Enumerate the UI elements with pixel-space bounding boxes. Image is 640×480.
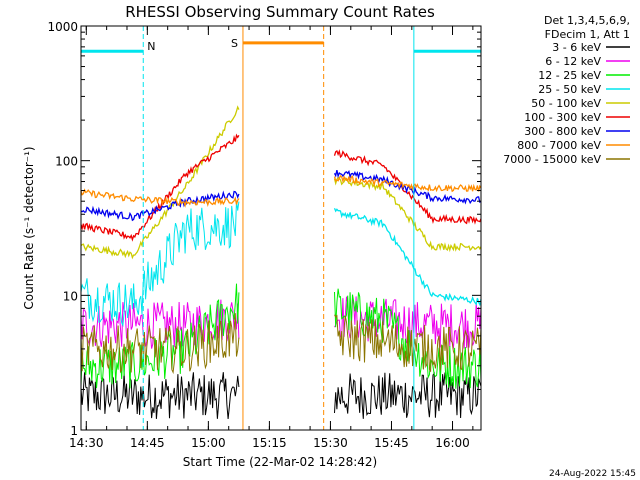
x-tick-label: 14:30 — [69, 436, 104, 450]
legend-entry-label: 100 - 300 keV — [524, 111, 601, 124]
x-tick-label: 15:45 — [374, 436, 409, 450]
series-line-5-segment-2 — [333, 176, 482, 253]
legend-entry-label: 50 - 100 keV — [531, 97, 601, 110]
series-line-9-segment-1 — [80, 313, 240, 375]
series-line-9-segment-2 — [334, 314, 482, 372]
chart-title: RHESSI Observing Summary Count Rates — [125, 3, 435, 21]
axes: 1 10 100 1000 14:30 14:45 15:00 15:15 15:30 15:45… — [47, 20, 482, 450]
series-line-8-segment-2 — [333, 174, 482, 193]
series-line-8-segment-1 — [80, 188, 240, 208]
series-line-1-segment-2 — [334, 371, 482, 419]
y-tick-label: 1 — [70, 424, 78, 438]
y-tick-label: 1000 — [47, 20, 78, 34]
x-axis-label: Start Time (22-Mar-02 14:28:42) — [183, 455, 377, 469]
legend-entry-label: 6 - 12 keV — [545, 55, 601, 68]
legend-entry-label: 12 - 25 keV — [538, 69, 601, 82]
legend-entry-label: 300 - 800 keV — [524, 125, 601, 138]
series-line-5-segment-1 — [80, 105, 240, 260]
y-axis-label: Count Rate (s⁻¹ detector⁻¹) — [22, 146, 36, 309]
saa-label: S — [231, 37, 238, 50]
x-tick-label: 15:30 — [313, 436, 348, 450]
x-tick-label: 15:00 — [191, 436, 226, 450]
legend-header-line: Det 1,3,4,5,6,9, — [544, 14, 630, 27]
x-tick-label: 15:15 — [252, 436, 287, 450]
footer-date: 24-Aug-2022 15:45 — [549, 469, 636, 479]
series-line-1-segment-1 — [80, 372, 240, 419]
series-line-7-segment-1 — [80, 190, 240, 222]
series-line-4-segment-1 — [80, 200, 240, 328]
series-line-6-segment-1 — [80, 133, 240, 242]
legend-entry-label: 25 - 50 keV — [538, 83, 601, 96]
legend-entry-label: 3 - 6 keV — [552, 41, 601, 54]
legend-header-line: FDecim 1, Att 1 — [545, 28, 630, 41]
y-tick-label: 100 — [55, 155, 78, 169]
night-label-1: N — [147, 40, 155, 53]
series-line-6-segment-2 — [333, 149, 482, 225]
series-line-3-segment-2 — [334, 288, 482, 389]
legend-entry-label: 7000 - 15000 keV — [503, 153, 601, 166]
plot-frame — [80, 25, 482, 431]
legend: Det 1,3,4,5,6,9,FDecim 1, Att 13 - 6 keV… — [503, 14, 630, 166]
series-line-4-segment-2 — [333, 208, 482, 307]
x-tick-label: 16:00 — [435, 436, 470, 450]
y-tick-label: 10 — [63, 289, 78, 303]
x-tick-label: 14:45 — [130, 436, 165, 450]
legend-entry-label: 800 - 7000 keV — [517, 139, 601, 152]
